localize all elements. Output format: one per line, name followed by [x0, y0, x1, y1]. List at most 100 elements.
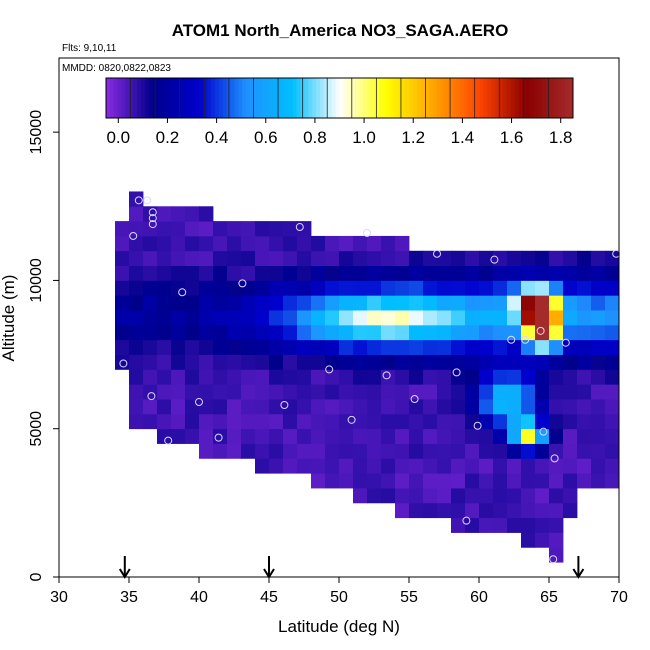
heatmap-cell [241, 235, 256, 252]
colorbar-segment [386, 78, 391, 118]
heatmap-cell [255, 310, 270, 326]
heatmap-cell [507, 443, 522, 459]
heatmap-cell [367, 324, 382, 341]
heatmap-cell [395, 310, 410, 326]
heatmap-cell [227, 221, 242, 237]
heatmap-cell [465, 354, 480, 370]
heatmap-cell [213, 413, 228, 430]
heatmap-cell [269, 339, 284, 355]
heatmap-cell [577, 295, 592, 311]
heatmap-cell [493, 354, 508, 370]
heatmap-cell [227, 354, 242, 370]
sample-point [539, 427, 548, 436]
heatmap-cell [395, 428, 410, 444]
heatmap-cell [213, 339, 228, 355]
heatmap-cell [423, 502, 438, 519]
heatmap-cell [367, 369, 382, 385]
colorbar-tick-label: 1.2 [401, 128, 425, 147]
heatmap-cell [577, 310, 592, 326]
colorbar-segment [553, 78, 558, 118]
heatmap-cell [549, 413, 564, 430]
colorbar-segment [323, 78, 329, 118]
heatmap-cell [129, 339, 144, 355]
sample-point [347, 415, 356, 424]
colorbar-segment [218, 78, 224, 118]
heatmap-cell [297, 235, 312, 252]
heatmap-cell [353, 384, 368, 400]
heatmap-cell [129, 310, 144, 326]
heatmap-cell [479, 473, 494, 489]
heatmap-cell [227, 310, 242, 326]
heatmap-cell [339, 369, 354, 385]
heatmap-cell [493, 399, 508, 415]
heatmap-cell [409, 339, 424, 355]
heatmap-cell [269, 443, 284, 459]
heatmap-cell [255, 324, 270, 341]
heatmap-cell [549, 428, 564, 444]
heatmap-cell [549, 369, 564, 385]
colorbar-segment [421, 78, 426, 118]
heatmap-cell [493, 458, 508, 474]
heatmap-cell [283, 280, 298, 296]
heatmap-cell [199, 235, 214, 252]
colorbar-segment [460, 78, 465, 118]
heatmap-cell [353, 280, 368, 296]
heatmap-cell [353, 250, 368, 266]
colorbar-segment [518, 78, 523, 118]
colorbar-segment [148, 78, 154, 118]
heatmap-cell [535, 295, 550, 311]
heatmap-cell [409, 473, 424, 489]
colorbar-segment [471, 78, 477, 118]
heatmap-cell [535, 324, 550, 341]
heatmap-cell [535, 473, 550, 489]
heatmap-cell [423, 265, 438, 281]
heatmap-cell [269, 369, 284, 385]
heatmap-cell [157, 310, 172, 326]
heatmap-cell [535, 250, 550, 266]
heatmap-cell [157, 413, 172, 430]
heatmap-cell [283, 384, 298, 400]
heatmap-cell [507, 458, 522, 474]
heatmap-cell [199, 428, 214, 444]
heatmap-cell [409, 265, 424, 281]
colorbar-segment [502, 78, 508, 118]
sample-point [549, 555, 558, 564]
heatmap-cell [255, 295, 270, 311]
heatmap-cell [339, 265, 354, 281]
heatmap-cell [479, 384, 494, 400]
heatmap-cell [241, 399, 256, 415]
heatmap-cell [493, 443, 508, 459]
heatmap-cell [213, 265, 228, 281]
heatmap-cell [241, 443, 256, 459]
heatmap-cell [409, 428, 424, 444]
colorbar-segment [425, 78, 430, 118]
heatmap-cell [269, 235, 284, 252]
heatmap-cell [171, 250, 186, 266]
heatmap-cell [423, 339, 438, 355]
heatmap-cell [171, 280, 186, 296]
heatmap-cell [409, 458, 424, 474]
heatmap-cell [577, 280, 592, 296]
heatmap-cell [591, 384, 606, 400]
heatmap-cell [269, 265, 284, 281]
heatmap-cell [297, 428, 312, 444]
heatmap-cell [479, 413, 494, 430]
colorbar-segment [125, 78, 130, 118]
heatmap-cell [367, 443, 382, 459]
heatmap-cell [269, 324, 284, 341]
colorbar-segment [339, 78, 344, 118]
heatmap-cell [199, 354, 214, 370]
heatmap-cell [213, 250, 228, 266]
heatmap-cell [339, 310, 354, 326]
colorbar-segment [203, 78, 208, 118]
colorbar-segment [362, 78, 368, 118]
heatmap-cell [157, 295, 172, 311]
heatmap-cell [129, 324, 144, 341]
heatmap-cell [311, 324, 326, 341]
heatmap-cell [577, 324, 592, 341]
heatmap-cell [241, 265, 256, 281]
sample-point [521, 335, 530, 344]
heatmap-cell [241, 413, 256, 430]
heatmap-cell [311, 413, 326, 430]
colorbar-tick-label: 1.8 [549, 128, 573, 147]
